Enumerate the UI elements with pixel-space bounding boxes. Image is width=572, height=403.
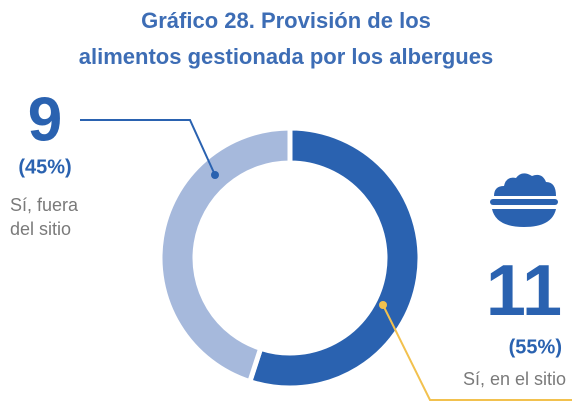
chart-title: Gráfico 28. Provisión de los alimentos ge… [79,8,493,69]
leader-line [80,119,216,176]
category-label: Sí, en el sitio [463,369,566,389]
share-label: (55%) [509,336,562,358]
leader-dot [379,301,387,309]
donut-slice [246,125,423,391]
leader-line [382,304,572,401]
donut-slice [157,125,293,385]
leader-dot [211,171,219,179]
bowl-icon [490,173,558,227]
category-label: Sí, fuera del sitio [10,195,79,239]
value-label: 9 [28,85,62,154]
value-label: 11 [486,251,562,331]
share-label: (45%) [18,156,71,178]
